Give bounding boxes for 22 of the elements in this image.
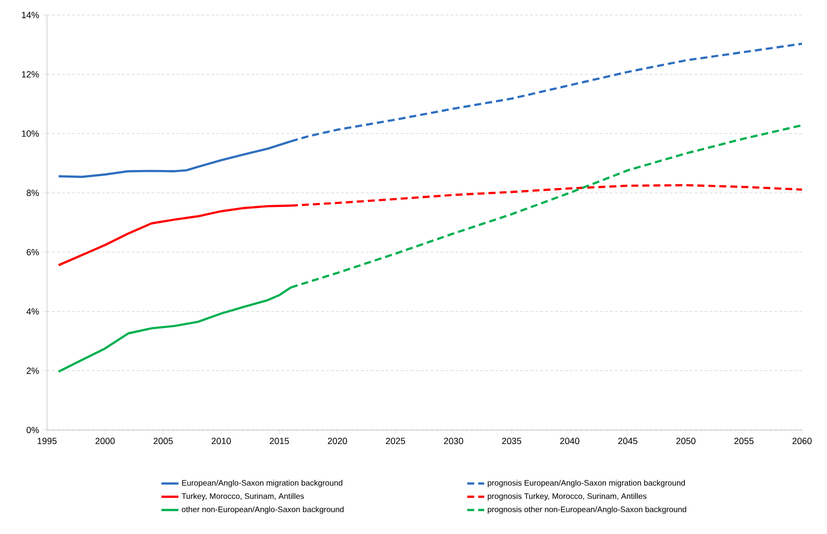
x-tick-label: 1995 [38, 438, 57, 444]
y-tick-label: 12% [22, 71, 39, 78]
x-tick-label: 2050 [676, 438, 696, 444]
x-tick-label: 2025 [386, 438, 406, 444]
x-tick-label: 2060 [792, 438, 812, 444]
x-tick-label: 2045 [618, 438, 638, 444]
x-tick-label: 2055 [734, 438, 754, 444]
x-tick-label: 2010 [212, 438, 231, 444]
y-tick-label: 8% [26, 190, 39, 196]
y-tick-label: 4% [26, 308, 39, 315]
y-tick-label: 6% [26, 248, 39, 256]
y-tick-label: 0% [26, 426, 39, 434]
x-tick-label: 2005 [154, 438, 173, 444]
x-tick-label: 2015 [270, 438, 289, 444]
x-tick-label: 2020 [328, 438, 348, 444]
y-tick-label: 14% [22, 12, 39, 18]
x-tick-label: 2000 [96, 438, 115, 444]
y-tick-label: 2% [26, 368, 39, 374]
x-tick-label: 2035 [502, 438, 522, 444]
x-tick-label: 2040 [560, 438, 580, 444]
y-tick-label: 10% [22, 130, 39, 137]
x-tick-label: 2030 [444, 438, 464, 444]
